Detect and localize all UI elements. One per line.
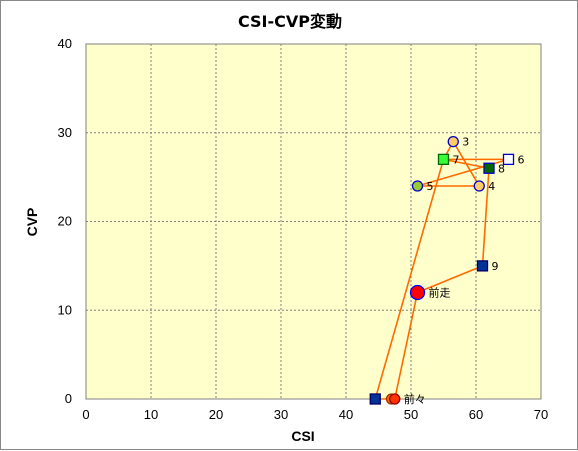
data-point-marker (502, 153, 515, 166)
data-point-label: 6 (518, 153, 525, 166)
data-point-marker (476, 260, 489, 272)
data-point-marker (437, 153, 450, 166)
plot-area (85, 43, 542, 400)
data-point-marker (483, 162, 495, 174)
data-point-marker (369, 393, 381, 405)
x-tick-label: 60 (469, 407, 483, 422)
x-axis-ticks: 0 10 20 30 40 50 60 70 (82, 407, 548, 422)
x-axis-title: CSI (291, 428, 314, 444)
y-axis-ticks: 0 10 20 30 40 (58, 36, 72, 406)
data-point-marker (473, 180, 485, 192)
grid-lines (86, 44, 541, 399)
data-markers (369, 135, 515, 405)
x-tick-label: 40 (339, 407, 353, 422)
data-point-marker (447, 135, 459, 148)
data-point-label: 4 (488, 180, 495, 193)
x-tick-label: 0 (82, 407, 89, 422)
data-point-label: 9 (492, 260, 499, 273)
data-point-label: 5 (427, 180, 434, 193)
x-tick-label: 30 (274, 407, 288, 422)
point-labels: 前々 前走 3 4 5 6 7 8 9 (404, 136, 525, 406)
x-tick-label: 50 (404, 407, 418, 422)
x-tick-label: 70 (534, 407, 548, 422)
x-tick-label: 10 (144, 407, 158, 422)
y-tick-label: 40 (58, 36, 72, 51)
data-point-marker (389, 393, 401, 405)
y-tick-label: 0 (65, 391, 72, 406)
data-point-label: 7 (453, 153, 460, 166)
y-axis-title: CVP (24, 208, 40, 237)
data-point-label: 前走 (429, 286, 451, 300)
y-tick-label: 20 (58, 214, 72, 229)
data-point-marker (409, 284, 426, 301)
x-tick-label: 20 (209, 407, 223, 422)
data-point-label: 前々 (404, 392, 426, 406)
y-tick-label: 30 (58, 125, 72, 140)
chart-title: CSI-CVP変動 (238, 12, 342, 31)
data-point-marker (411, 180, 424, 192)
data-point-label: 8 (498, 162, 505, 175)
data-point-label: 3 (462, 136, 469, 149)
y-tick-label: 10 (58, 302, 72, 317)
